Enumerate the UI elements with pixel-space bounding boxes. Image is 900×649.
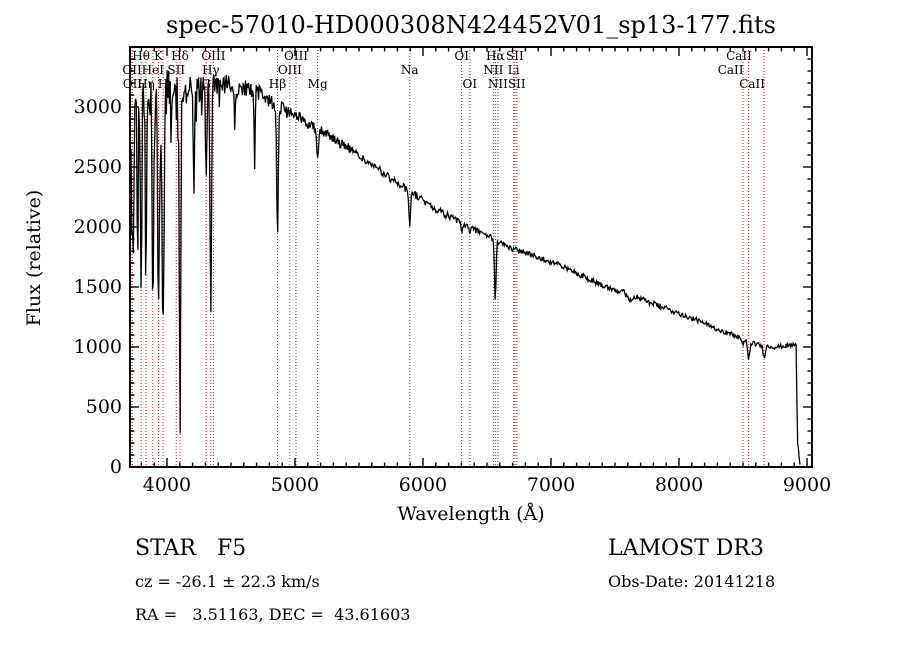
spectral-line-label: Hβ [268,77,287,91]
spectral-line-label: HeI [141,63,164,77]
spectral-line-label: CaII [726,49,752,63]
spectral-line-label: SII [506,49,524,63]
y-tick-label: 500 [85,396,122,418]
cz-label: cz = -26.1 ± 22.3 km/s [135,572,320,591]
x-tick-label: 4000 [142,474,192,496]
spectral-line-label: OIII [277,63,302,77]
spectral-line-label: OIII [283,49,309,63]
spectral-line-label: K [154,49,164,63]
plot-frame [129,46,813,468]
x-tick-label: 8000 [654,474,704,496]
spectral-line-label: OI [462,77,478,91]
y-axis-label: Flux (relative) [23,189,45,327]
y-tick-label: 1500 [73,276,122,298]
spectral-line-label: Hθ [132,49,150,63]
x-tick-label: 5000 [270,474,320,496]
obs-date-label: Obs-Date: 20141218 [608,572,776,591]
y-tick-label: 3000 [73,96,122,118]
x-axis-label: Wavelength (Å) [397,503,545,525]
y-tick-label: 1000 [73,336,122,358]
coords-label: RA = 3.51163, DEC = 43.61603 [135,605,411,624]
figure-title: spec-57010-HD000308N424452V01_sp13-177.f… [166,11,776,39]
x-tick-label: 6000 [398,474,448,496]
x-tick-label: 7000 [526,474,576,496]
spectral-line-label: Hα [486,49,505,63]
spectral-line-label: OIII [201,49,226,63]
spectral-line-label: Hγ [201,63,220,77]
spectral-line-label: CaII [739,77,766,91]
spectral-line-label: CaII [717,63,744,77]
spectral-line-label: SII [507,77,526,91]
spectral-line-label: Hη [137,77,155,91]
spectral-line-label: OII [122,77,143,91]
y-tick-label: 0 [109,456,122,478]
spectral-line-label: Li [507,63,520,77]
spectral-line-label: SII [167,63,186,77]
spectral-line-label: NII [483,63,504,77]
spectral-line-label: OI [454,49,469,63]
spectral-line-label: OII [122,63,142,77]
spectral-line-label: Na [400,63,419,77]
survey-label: LAMOST DR3 [608,536,764,561]
object-class-label: STAR F5 [135,536,247,561]
spectral-line-label: NII [487,77,508,91]
spectral-line-label: Mg [307,77,328,91]
spectral-line-label: G [201,77,211,91]
y-tick-label: 2000 [73,216,122,238]
spectral-line-label: Hδ [171,49,189,63]
x-tick-label: 9000 [782,474,832,496]
spectrum-trace [129,70,801,465]
y-tick-label: 2500 [73,156,122,178]
spectral-line-label: H [157,77,169,91]
